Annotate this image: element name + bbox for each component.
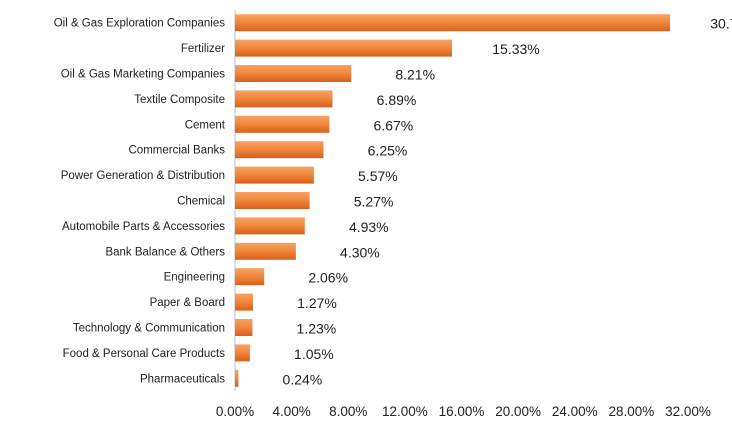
category-label: Cement — [185, 119, 226, 131]
x-tick-label: 28.00% — [609, 404, 655, 419]
bar — [235, 293, 253, 311]
category-labels: Oil & Gas Exploration Companies Fertilize… — [54, 18, 226, 386]
data-label: 5.27% — [354, 194, 394, 210]
data-label: 0.24% — [283, 371, 323, 387]
x-tick-label: 12.00% — [382, 404, 428, 419]
data-label: 1.05% — [294, 346, 334, 362]
data-label: 1.27% — [297, 295, 337, 311]
data-label: 6.67% — [374, 117, 414, 133]
category-label: Bank Balance & Others — [105, 246, 225, 258]
bar — [235, 141, 324, 159]
data-label: 1.23% — [297, 321, 337, 337]
category-label: Engineering — [164, 272, 225, 284]
data-label: 15.33% — [492, 41, 539, 57]
bar — [235, 344, 250, 362]
data-label: 4.30% — [340, 244, 380, 260]
x-tick-label: 24.00% — [552, 404, 598, 419]
x-tick-label: 4.00% — [272, 404, 310, 419]
bars-layer — [235, 14, 670, 387]
x-tick-label: 0.00% — [216, 404, 254, 419]
category-label: Food & Personal Care Products — [63, 348, 226, 360]
bar — [235, 166, 314, 184]
category-label: Paper & Board — [150, 297, 225, 309]
category-label: Textile Composite — [134, 94, 225, 106]
data-label: 2.06% — [308, 270, 348, 286]
x-tick-label: 20.00% — [495, 404, 541, 419]
x-tick-label: 16.00% — [439, 404, 485, 419]
category-label: Fertilizer — [181, 43, 225, 55]
bar — [235, 65, 352, 82]
data-label: 6.25% — [368, 143, 408, 159]
bar — [235, 268, 265, 286]
bar — [235, 192, 310, 209]
category-label: Commercial Banks — [129, 145, 226, 157]
category-label: Automobile Parts & Accessories — [62, 221, 225, 233]
bar — [235, 39, 452, 57]
bar — [235, 14, 670, 32]
data-label: 6.89% — [377, 92, 417, 108]
bar — [235, 115, 330, 133]
data-label: 5.57% — [358, 168, 398, 184]
category-label: Technology & Communication — [73, 323, 225, 335]
bar — [235, 319, 253, 336]
category-label: Oil & Gas Marketing Companies — [61, 69, 226, 81]
x-tick-labels: 0.00% 4.00% 8.00% 12.00% 16.00% 20.00% 24.00% 2… — [216, 404, 711, 419]
category-label: Oil & Gas Exploration Companies — [54, 18, 226, 30]
data-labels: 30.73% 15.33% 8.21% 6.89% 6.67% 6.25% 5.57% 5.2… — [283, 16, 732, 388]
bar — [235, 369, 239, 387]
x-tick-label: 8.00% — [329, 404, 367, 419]
bar — [235, 242, 296, 260]
category-label: Power Generation & Distribution — [61, 170, 225, 182]
data-label: 30.73% — [710, 16, 732, 32]
x-tick-label: 32.00% — [665, 404, 711, 419]
bar — [235, 217, 305, 235]
category-label: Pharmaceuticals — [140, 373, 225, 385]
data-label: 4.93% — [349, 219, 389, 235]
category-label: Chemical — [177, 196, 225, 208]
bar — [235, 90, 333, 108]
data-label: 8.21% — [395, 67, 435, 83]
